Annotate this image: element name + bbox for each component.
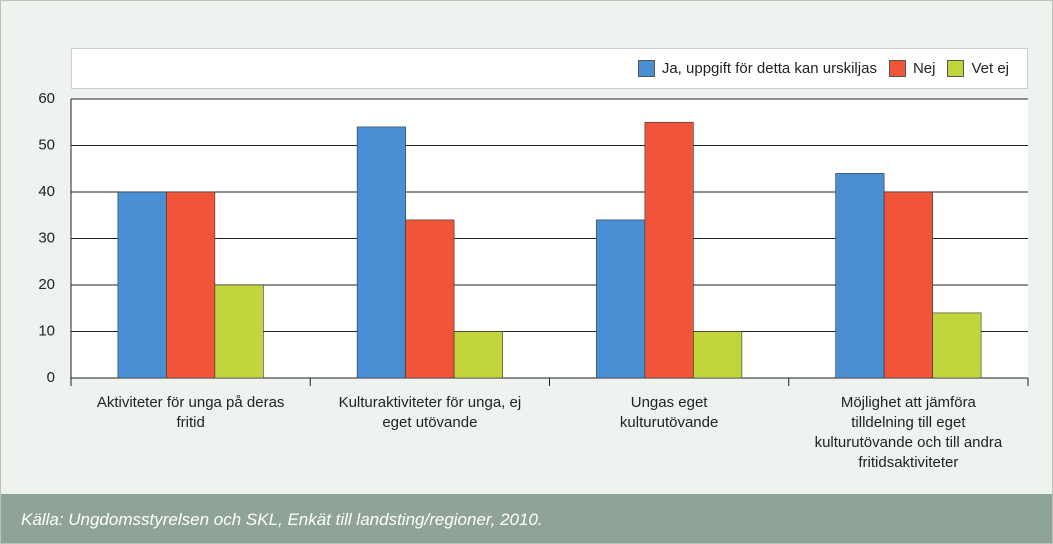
y-tick-label: 60 [38, 90, 55, 107]
source: Källa: Ungdomsstyrelsen och SKL, Enkät t… [1, 494, 1052, 543]
x-tick-label: Aktiviteter för unga på deras fritid [96, 394, 285, 431]
legend: Ja, uppgift för detta kan urskiljas Nej Ve… [71, 48, 1028, 89]
y-tick-label: 50 [38, 136, 55, 153]
bar [453, 331, 503, 379]
y-tick-label: 0 [47, 369, 55, 386]
bar [883, 191, 933, 379]
y-tick-label: 20 [38, 276, 55, 293]
legend-item: Vet ej [947, 60, 1009, 77]
bar [356, 126, 406, 379]
bar [405, 219, 455, 379]
y-tick-label: 40 [38, 183, 55, 200]
legend-swatch [888, 60, 906, 77]
y-tick-label: 10 [38, 322, 55, 339]
legend-swatch [947, 60, 965, 77]
bar [214, 284, 264, 379]
bar [117, 191, 167, 379]
legend-swatch [637, 60, 655, 77]
bar [166, 191, 216, 379]
bar [596, 219, 646, 379]
legend-label: Vet ej [971, 60, 1009, 77]
legend-item: Ja, uppgift för detta kan urskiljas [637, 60, 877, 77]
bar [932, 312, 982, 379]
bar [835, 173, 885, 379]
x-tick-label: Möjlighet att jämföra tilldelning till e… [814, 394, 1003, 471]
x-tick-label: Kulturaktiviteter för unga, ej eget utöv… [338, 394, 522, 431]
bar [644, 121, 694, 379]
legend-item: Nej [888, 60, 936, 77]
legend-label: Ja, uppgift för detta kan urskiljas [661, 60, 877, 77]
x-tick-label: Ungas eget kulturutövande [619, 394, 719, 431]
legend-label: Nej [912, 60, 936, 77]
y-tick-label: 30 [38, 229, 55, 246]
bar [693, 331, 743, 379]
